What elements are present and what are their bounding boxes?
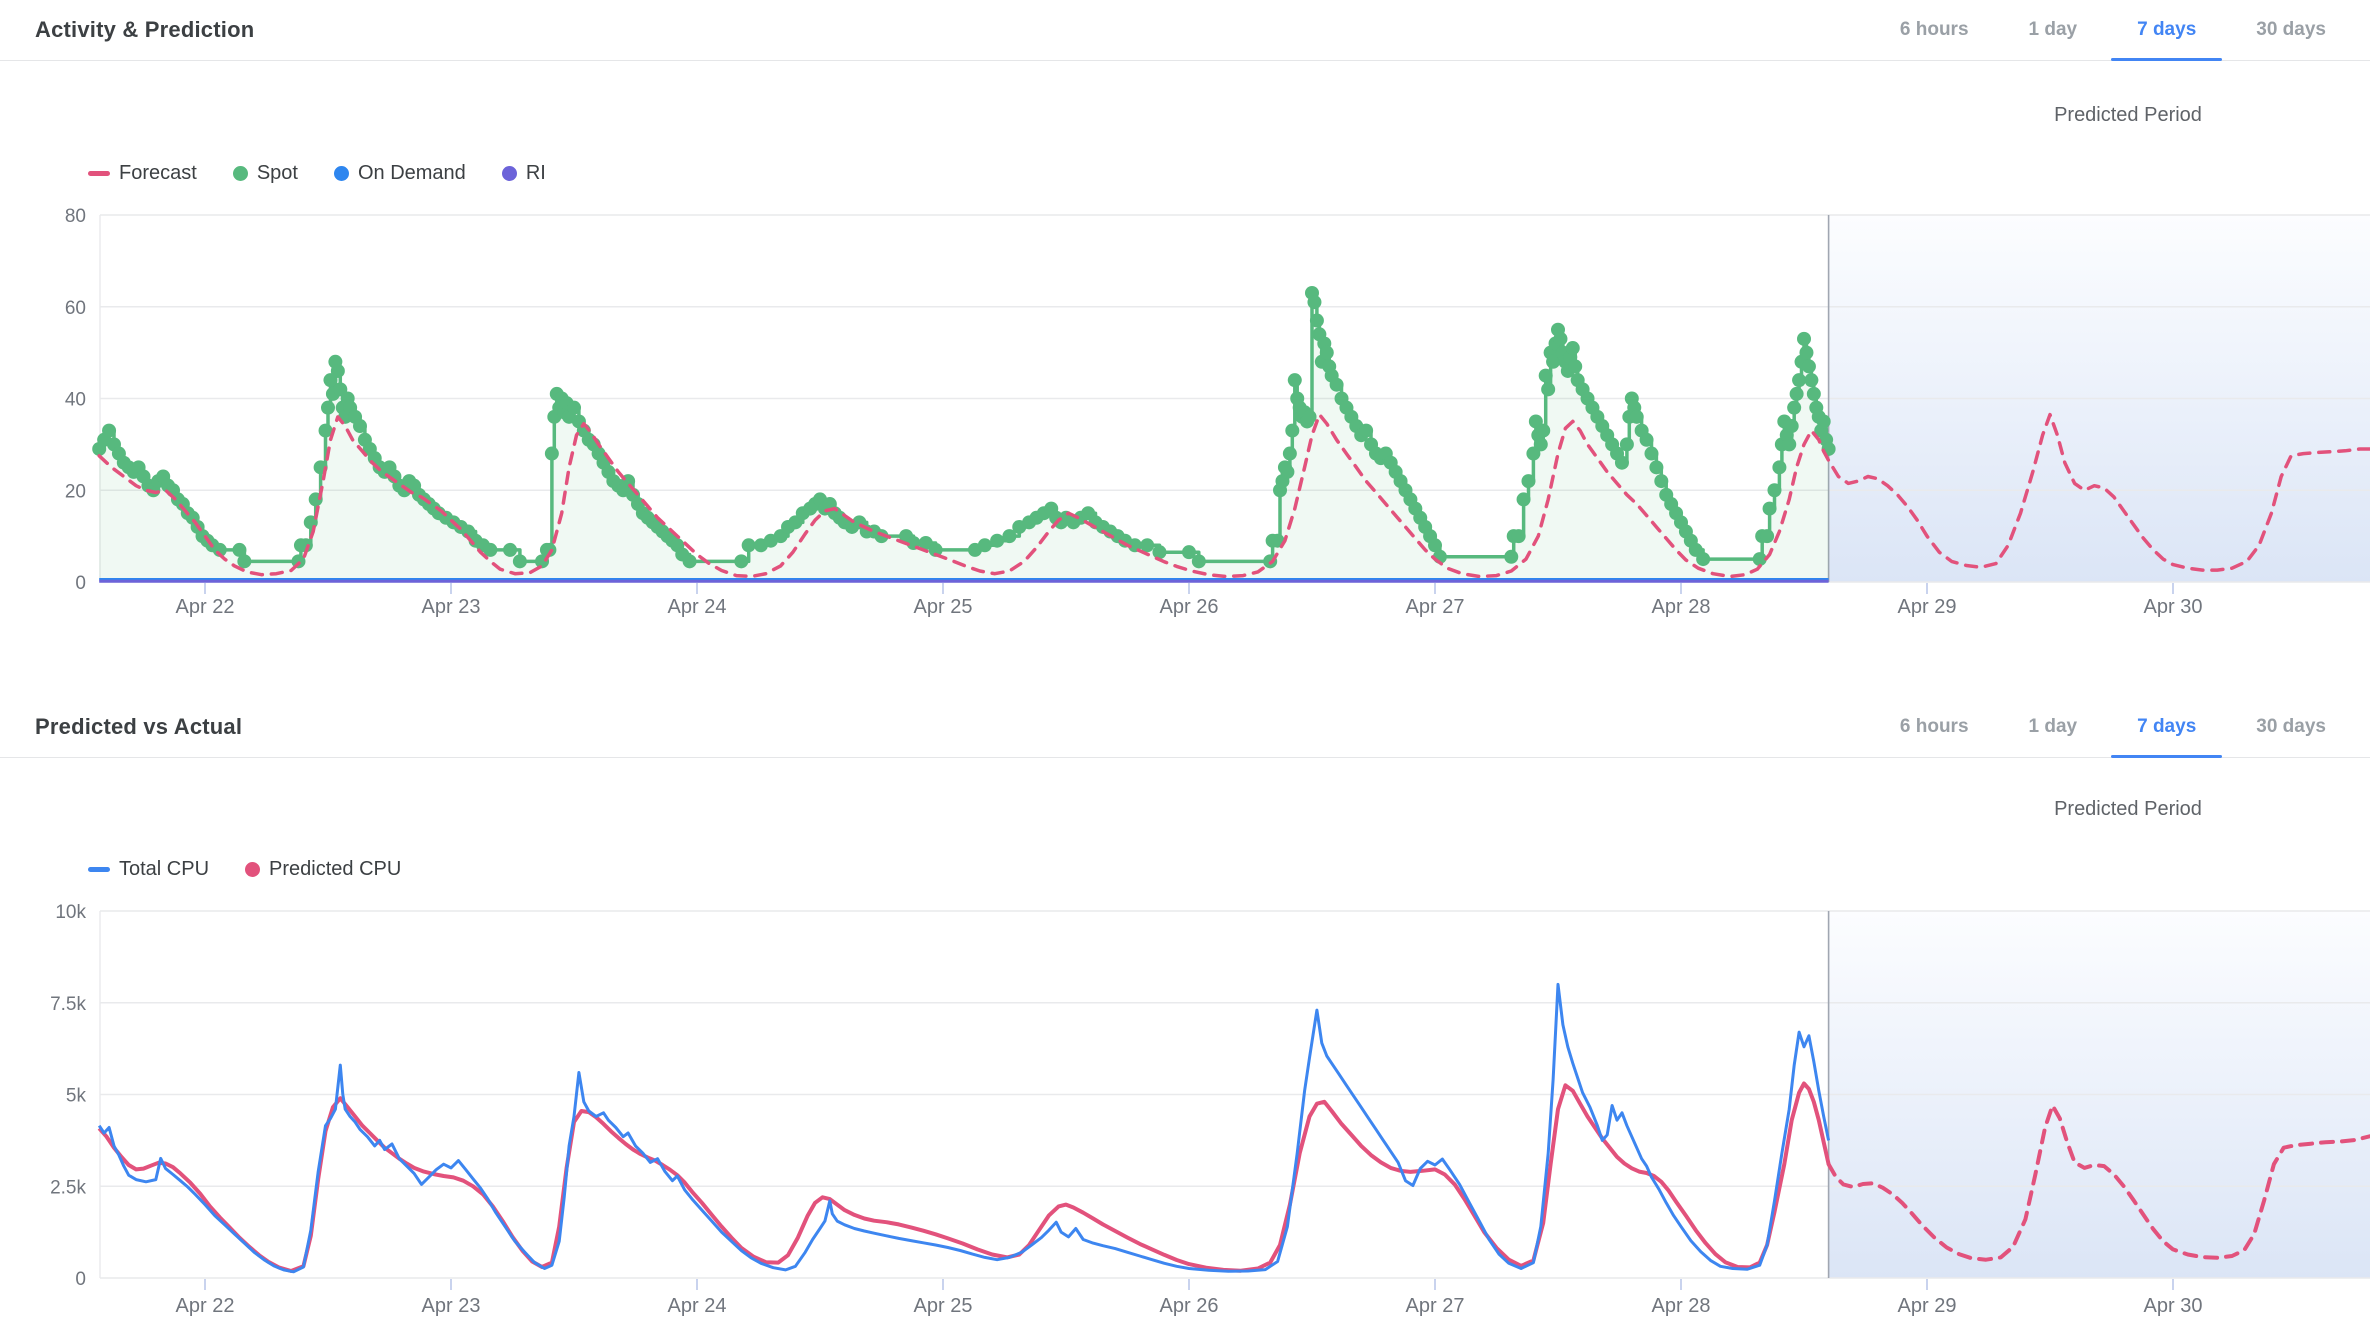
panel-activity-tabs: 6 hours 1 day 7 days 30 days (1870, 0, 2370, 61)
panel-activity-header: Activity & Prediction 6 hours 1 day 7 da… (0, 0, 2370, 61)
cpu-legend: Total CPU Predicted CPU (88, 858, 401, 881)
svg-text:2.5k: 2.5k (50, 1177, 86, 1198)
svg-text:Apr 25: Apr 25 (914, 596, 973, 618)
tab-30-days[interactable]: 30 days (2256, 716, 2326, 737)
svg-text:5k: 5k (66, 1086, 87, 1107)
tab-1-day[interactable]: 1 day (2028, 19, 2078, 40)
panel-predicted-tabs: 6 hours 1 day 7 days 30 days (1870, 697, 2370, 758)
panel-predicted-title: Predicted vs Actual (35, 714, 243, 739)
svg-text:7.5k: 7.5k (50, 994, 86, 1015)
predicted-period-label: Predicted Period (2054, 104, 2202, 126)
tab-6-hours[interactable]: 6 hours (1899, 19, 1969, 40)
on-demand-dot-icon (333, 166, 349, 181)
legend-item-on-demand[interactable]: On Demand (333, 162, 466, 185)
svg-text:Apr 29: Apr 29 (1898, 596, 1957, 618)
activity-legend: Forecast Spot On Demand RI (88, 162, 546, 185)
svg-text:Apr 25: Apr 25 (914, 1295, 973, 1317)
svg-text:40: 40 (65, 390, 86, 411)
legend-item-ri[interactable]: RI (501, 162, 546, 185)
legend-item-forecast[interactable]: Forecast (88, 162, 197, 185)
svg-text:80: 80 (65, 206, 86, 227)
svg-text:Apr 27: Apr 27 (1406, 1295, 1465, 1317)
legend-label: Spot (256, 162, 298, 184)
svg-text:Apr 26: Apr 26 (1160, 596, 1219, 618)
svg-text:Apr 26: Apr 26 (1160, 1295, 1219, 1317)
tab-30-days[interactable]: 30 days (2256, 19, 2326, 40)
predicted-period-label: Predicted Period (2054, 798, 2202, 820)
tab-6-hours[interactable]: 6 hours (1899, 716, 1969, 737)
svg-text:0: 0 (75, 1269, 86, 1290)
tab-7-days[interactable]: 7 days (2107, 697, 2226, 758)
legend-label: Forecast (119, 162, 197, 184)
legend-label: Predicted CPU (269, 858, 402, 880)
svg-text:Apr 27: Apr 27 (1406, 596, 1465, 618)
svg-text:Apr 24: Apr 24 (668, 1295, 727, 1317)
legend-item-total-cpu[interactable]: Total CPU (88, 858, 209, 881)
legend-item-spot[interactable]: Spot (232, 162, 298, 185)
tab-7-days[interactable]: 7 days (2107, 0, 2226, 61)
svg-text:Apr 23: Apr 23 (422, 1295, 481, 1317)
legend-label: Total CPU (119, 858, 210, 880)
svg-text:10k: 10k (55, 902, 86, 923)
svg-text:Apr 28: Apr 28 (1652, 1295, 1711, 1317)
total-cpu-dash-icon (88, 867, 110, 872)
svg-text:Apr 23: Apr 23 (422, 596, 481, 618)
svg-text:0: 0 (75, 573, 86, 594)
svg-text:Apr 30: Apr 30 (2144, 596, 2203, 618)
panel-activity-title: Activity & Prediction (35, 17, 255, 42)
predicted-cpu-dot-icon (245, 862, 261, 877)
svg-text:Apr 24: Apr 24 (668, 596, 727, 618)
svg-text:Apr 28: Apr 28 (1652, 596, 1711, 618)
svg-text:60: 60 (65, 298, 86, 319)
legend-label: On Demand (357, 162, 466, 184)
svg-text:20: 20 (65, 481, 86, 502)
svg-text:Apr 29: Apr 29 (1898, 1295, 1957, 1317)
svg-text:Apr 30: Apr 30 (2144, 1295, 2203, 1317)
spot-dot-icon (232, 166, 248, 181)
forecast-dash-icon (88, 171, 110, 176)
ri-dot-icon (501, 166, 517, 181)
tab-1-day[interactable]: 1 day (2028, 716, 2078, 737)
legend-label: RI (525, 162, 546, 184)
svg-text:Apr 22: Apr 22 (176, 1295, 235, 1317)
svg-text:Apr 22: Apr 22 (176, 596, 235, 618)
panel-predicted-header: Predicted vs Actual 6 hours 1 day 7 days… (0, 697, 2370, 758)
legend-item-predicted-cpu[interactable]: Predicted CPU (245, 858, 401, 881)
